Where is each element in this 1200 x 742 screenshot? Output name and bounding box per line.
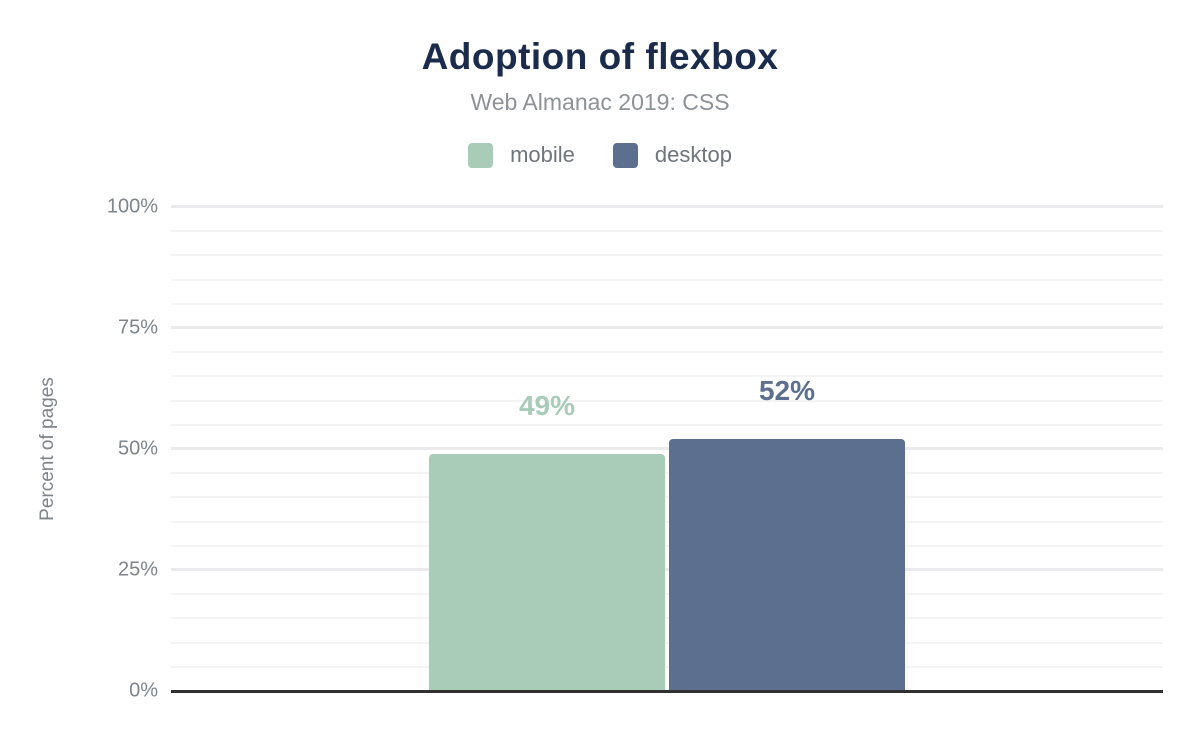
y-tick-25: 25% — [117, 558, 158, 581]
bar-mobile[interactable] — [429, 453, 665, 691]
gridline-20 — [171, 593, 1163, 596]
y-tick-100: 100% — [106, 195, 158, 218]
legend-label-mobile: mobile — [510, 142, 575, 167]
legend-label-desktop: desktop — [654, 142, 732, 167]
chart-subtitle: Web Almanac 2019: CSS — [470, 89, 730, 115]
gridline-30 — [171, 544, 1163, 547]
gridline-75 — [171, 326, 1163, 329]
gridline-65 — [171, 375, 1163, 378]
legend: mobile desktop — [0, 142, 1200, 168]
y-tick-0: 0% — [129, 679, 158, 702]
gridline-100 — [171, 205, 1163, 208]
gridline-80 — [171, 302, 1163, 305]
gridline-85 — [171, 278, 1163, 281]
bar-value-label-desktop: 52% — [758, 375, 816, 407]
gridline-70 — [171, 351, 1163, 354]
legend-item-desktop: desktop — [612, 142, 732, 168]
gridline-10 — [171, 641, 1163, 644]
legend-item-mobile: mobile — [468, 142, 575, 168]
y-tick-50: 50% — [117, 437, 158, 460]
y-axis-ticks: 0% 25% 50% 75% 100% — [0, 196, 158, 702]
y-tick-75: 75% — [117, 316, 158, 339]
gridline-95 — [171, 230, 1163, 233]
x-axis-line — [171, 690, 1163, 693]
plot-area: 49% 52% — [171, 205, 1163, 693]
gridline-45 — [171, 472, 1163, 475]
legend-swatch-mobile — [468, 142, 494, 168]
chart-title: Adoption of flexbox — [421, 36, 779, 77]
gridline-25 — [171, 568, 1163, 571]
gridline-50 — [171, 447, 1163, 450]
gridline-55 — [171, 423, 1163, 426]
legend-swatch-desktop — [612, 142, 638, 168]
gridline-5 — [171, 665, 1163, 668]
gridline-60 — [171, 399, 1163, 402]
gridline-90 — [171, 254, 1163, 257]
bar-value-label-mobile: 49% — [518, 389, 576, 421]
gridline-15 — [171, 617, 1163, 620]
gridline-35 — [171, 520, 1163, 523]
bar-desktop[interactable] — [669, 439, 905, 691]
gridline-40 — [171, 496, 1163, 499]
